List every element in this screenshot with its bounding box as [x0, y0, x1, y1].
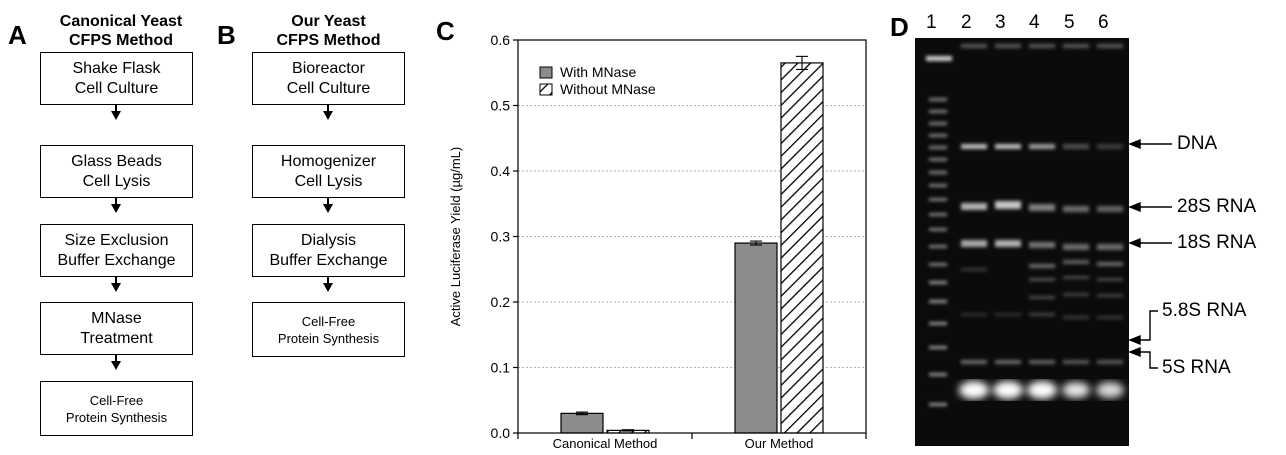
panel-a-step-4: MNase Treatment: [40, 302, 193, 355]
arrow-icon: [1128, 237, 1141, 249]
panel-a-step-3: Size Exclusion Buffer Exchange: [40, 224, 193, 277]
error-bar: [796, 55, 808, 71]
gel-bands: [926, 44, 1124, 406]
x-category-label: Canonical Method: [553, 436, 658, 451]
lane-label: 3: [995, 12, 1006, 33]
y-tick-label: 0.5: [491, 98, 511, 114]
y-tick-label: 0.3: [491, 229, 511, 245]
panel-b-step-3: Dialysis Buffer Exchange: [252, 224, 405, 277]
arrow-icon: [1128, 334, 1141, 346]
y-tick-label: 0.6: [491, 32, 511, 48]
error-bar: [750, 240, 762, 246]
panel-b-title: Our Yeast CFPS Method: [252, 12, 405, 50]
arrow-icon: [1128, 201, 1141, 213]
y-axis-ticks: 0.0 0.1 0.2 0.3 0.4 0.5 0.6: [491, 32, 518, 441]
panel-a-letter: A: [8, 20, 27, 50]
legend-swatch: [539, 83, 553, 96]
luciferase-bar-chart: C 0.0 0.1 0.2 0.3 0.4 0.5 0.6 Canonical Method…: [436, 16, 867, 451]
band-arrows: [1128, 138, 1172, 369]
panel-a-title: Canonical Yeast CFPS Method: [40, 12, 202, 50]
arrow-icon: [1128, 138, 1141, 150]
lane-label: 5: [1064, 12, 1075, 33]
panel-b-step-4: Cell-Free Protein Synthesis: [252, 302, 405, 357]
lane-label: 2: [961, 12, 972, 33]
panel-b-step-1: Bioreactor Cell Culture: [252, 52, 405, 105]
panel-a-title-line2: CFPS Method: [69, 32, 173, 49]
legend-label: With MNase: [560, 64, 636, 80]
panel-d-letter: D: [890, 12, 909, 42]
panel-b-letter: B: [217, 20, 236, 50]
error-bar: [622, 429, 634, 432]
band-label-dna: DNA: [1177, 133, 1218, 154]
x-axis-categories: Canonical Method Our Method: [517, 433, 867, 451]
y-axis-label: Active Luciferase Yield (µg/mL): [448, 147, 463, 326]
x-category-label: Our Method: [745, 436, 814, 451]
band-label-5-8s: 5.8S RNA: [1162, 300, 1247, 321]
bar-with-mnase-0: [560, 412, 604, 434]
band-label-5s: 5S RNA: [1162, 357, 1231, 378]
panel-a-step-1: Shake Flask Cell Culture: [40, 52, 193, 105]
panel-a-step-5: Cell-Free Protein Synthesis: [40, 381, 193, 436]
panel-c-letter: C: [436, 16, 455, 46]
error-bar: [576, 411, 588, 416]
y-tick-label: 0.4: [491, 163, 511, 179]
y-tick-label: 0.0: [491, 425, 511, 441]
lane-label: 1: [926, 12, 937, 33]
bar-without-mnase-1: [780, 62, 824, 434]
lane-label: 4: [1029, 12, 1040, 33]
y-tick-label: 0.1: [491, 360, 511, 376]
panel-a-title-line1: Canonical Yeast: [59, 13, 183, 30]
legend-swatch: [539, 66, 553, 79]
plot-frame: [517, 39, 867, 434]
band-label-18s: 18S RNA: [1177, 232, 1257, 253]
lane-label: 6: [1098, 12, 1109, 33]
y-tick-label: 0.2: [491, 294, 511, 310]
gel-image: [915, 38, 1129, 446]
arrow-icon: [1128, 346, 1141, 358]
bars: [560, 55, 824, 434]
panel-b-step-2: Homogenizer Cell Lysis: [252, 145, 405, 198]
panel-b-title-line1: Our Yeast: [291, 13, 366, 30]
band-label-28s: 28S RNA: [1177, 196, 1257, 217]
bar-with-mnase-1: [734, 242, 778, 434]
panel-b-title-line2: CFPS Method: [276, 32, 381, 49]
panel-a-step-2: Glass Beads Cell Lysis: [40, 145, 193, 198]
legend-label: Without MNase: [560, 81, 656, 97]
